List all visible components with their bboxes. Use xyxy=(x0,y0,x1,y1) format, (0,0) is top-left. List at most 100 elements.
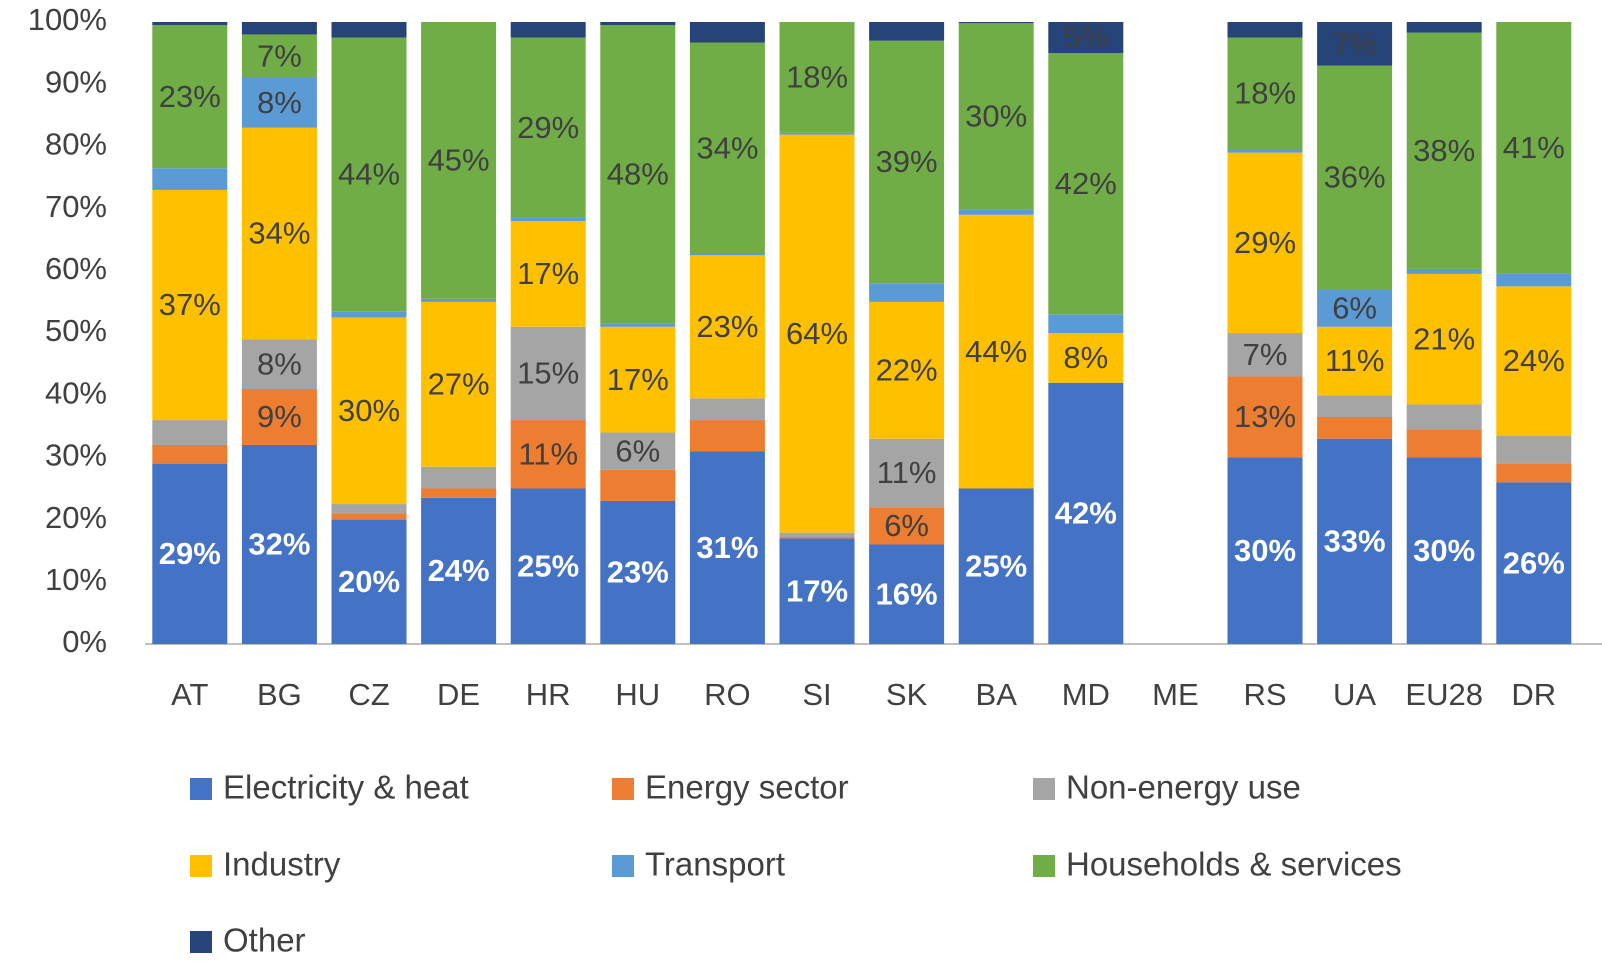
bar-segment xyxy=(1317,22,1393,66)
bar-segment xyxy=(241,34,317,78)
data-label: 17% xyxy=(517,256,579,291)
data-label: 41% xyxy=(1503,130,1565,165)
data-label: 8% xyxy=(257,85,302,120)
x-tick-label: EU28 xyxy=(1405,677,1483,712)
data-label: 34% xyxy=(248,216,310,251)
bar-segment xyxy=(421,298,497,302)
x-tick-label: MD xyxy=(1062,677,1110,712)
bar-segment xyxy=(1227,37,1303,150)
bar-segment xyxy=(1496,273,1572,287)
data-label: 36% xyxy=(1324,160,1386,195)
x-tick-label: BA xyxy=(976,677,1018,712)
bar-segment xyxy=(869,40,945,284)
bar-segment xyxy=(510,420,586,489)
x-tick-label: DE xyxy=(437,677,480,712)
bar-segment xyxy=(510,221,586,327)
bar-segment xyxy=(779,134,855,533)
bar-segment xyxy=(510,37,586,218)
bar-segment xyxy=(1406,32,1482,269)
bar-segment xyxy=(152,420,228,445)
bar-segment xyxy=(331,317,407,505)
y-tick-label: 80% xyxy=(45,127,107,162)
bar-segment xyxy=(1496,435,1572,464)
data-label: 11% xyxy=(1325,343,1385,378)
bar-segment xyxy=(331,519,407,644)
data-label: 30% xyxy=(1234,533,1296,568)
bar-segment xyxy=(152,22,228,26)
bar-segment xyxy=(1317,289,1393,327)
bar-segment xyxy=(331,311,407,318)
bar-segment xyxy=(1496,463,1572,483)
data-label: 21% xyxy=(1413,321,1475,356)
data-label: 25% xyxy=(517,548,579,583)
data-label: 29% xyxy=(517,110,579,145)
x-tick-label: RO xyxy=(704,677,751,712)
legend-label: Energy sector xyxy=(645,769,849,806)
x-tick-label: CZ xyxy=(348,677,389,712)
data-label: 37% xyxy=(159,287,221,322)
data-label: 9% xyxy=(257,399,302,434)
bar-segment xyxy=(958,23,1034,210)
bar-segment xyxy=(152,25,228,169)
data-label: 6% xyxy=(615,433,660,468)
data-label: 32% xyxy=(248,527,310,562)
x-tick-label: AT xyxy=(171,677,208,712)
data-label: 29% xyxy=(159,536,221,571)
bar-segment xyxy=(779,538,855,644)
bar-segment xyxy=(689,255,765,399)
bar-segment xyxy=(1227,152,1303,333)
bar-segment xyxy=(600,326,676,433)
legend-swatch xyxy=(612,778,634,800)
bar-segment xyxy=(1406,268,1482,274)
bar-segment xyxy=(421,22,497,299)
data-label: 42% xyxy=(1055,496,1117,531)
bar-segment xyxy=(331,513,407,520)
data-label: 18% xyxy=(786,60,848,95)
bar-segment xyxy=(600,469,676,501)
bar-segment xyxy=(779,532,855,538)
bar-segment xyxy=(1317,395,1393,417)
x-tick-label: ME xyxy=(1152,677,1199,712)
bar-segment xyxy=(1496,22,1572,274)
bar-segment xyxy=(779,537,855,539)
bar-segment xyxy=(421,497,497,644)
legend-label: Other xyxy=(223,922,306,959)
data-label: 6% xyxy=(1332,290,1377,325)
data-label: 6% xyxy=(884,508,929,543)
bar-segment xyxy=(241,339,317,389)
bar-segment xyxy=(958,22,1034,24)
data-label: 38% xyxy=(1413,133,1475,168)
bar-segment xyxy=(600,500,676,644)
data-label: 22% xyxy=(876,353,938,388)
x-tick-label: SI xyxy=(802,677,831,712)
data-label: 26% xyxy=(1503,545,1565,580)
data-label: 7% xyxy=(1332,26,1377,61)
bar-segment xyxy=(1406,429,1482,458)
bar-segment xyxy=(241,22,317,35)
data-label: 24% xyxy=(1503,343,1565,378)
bar-segment xyxy=(241,444,317,644)
bar-segment xyxy=(510,217,586,222)
data-label: 23% xyxy=(696,309,758,344)
x-tick-label: HU xyxy=(615,677,660,712)
bar-segment xyxy=(241,388,317,445)
x-tick-label: HR xyxy=(526,677,571,712)
bar-segment xyxy=(421,466,497,489)
legend-swatch xyxy=(1033,855,1055,877)
bar-segment xyxy=(958,214,1034,489)
bar-segment xyxy=(1227,376,1303,458)
bar-segment xyxy=(1317,326,1393,396)
data-label: 13% xyxy=(1234,399,1296,434)
bar-segment xyxy=(600,22,676,26)
data-label: 34% xyxy=(696,130,758,165)
data-label: 23% xyxy=(607,555,669,590)
data-label: 44% xyxy=(338,157,400,192)
legend-swatch xyxy=(190,855,212,877)
bar-segment xyxy=(152,463,228,644)
bar-segment xyxy=(510,488,586,644)
data-label: 39% xyxy=(876,144,938,179)
bar-segment xyxy=(1048,22,1124,54)
legend-swatch xyxy=(612,855,634,877)
bar-segment xyxy=(1227,149,1303,153)
